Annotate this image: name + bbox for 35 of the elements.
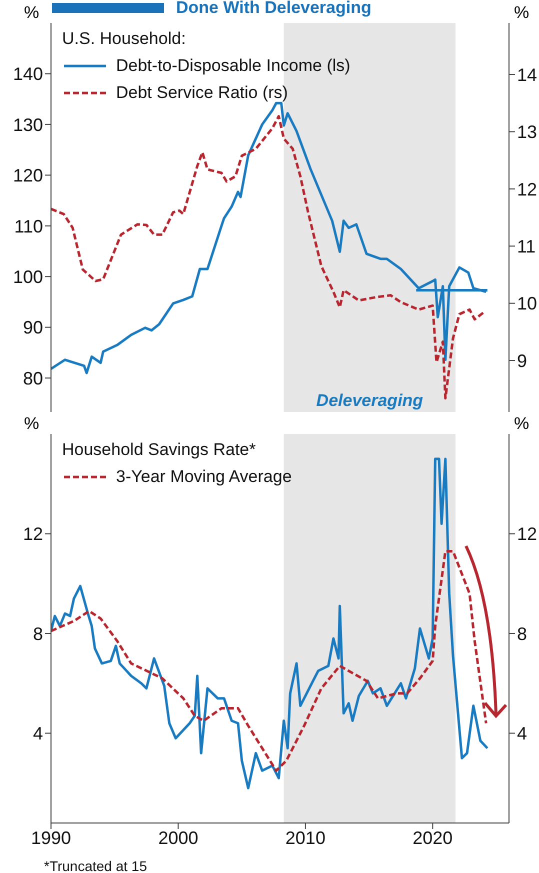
legend-title: U.S. Household: — [62, 28, 187, 50]
band-label: Deleveraging — [316, 391, 424, 410]
legend-label: Debt Service Ratio (rs) — [116, 82, 288, 104]
y-tick-label: 12 — [22, 524, 43, 544]
y-tick-label: 100 — [12, 266, 43, 287]
y2-tick-label: 11 — [517, 236, 536, 256]
y-tick-label: 8 — [32, 624, 43, 644]
y-tick-label: 120 — [12, 166, 43, 186]
y-tick-label: 130 — [12, 114, 43, 135]
y-axis-title: % — [24, 414, 40, 434]
text: *Truncated at 15 — [44, 858, 147, 873]
legend-label: 3-Year Moving Average — [116, 466, 292, 488]
x-tick-label: 2010 — [285, 828, 326, 848]
y-axis-title: % — [24, 3, 40, 23]
y2-tick-label: 4 — [517, 724, 528, 744]
x-tick-label: 2020 — [412, 828, 453, 848]
y-tick-label: 110 — [14, 216, 43, 236]
y-tick-label: 90 — [22, 318, 43, 338]
x-tick-label: 1990 — [30, 828, 72, 848]
y2-axis-title: % — [514, 3, 530, 23]
y2-tick-label: 13 — [517, 122, 538, 142]
legend-label: Debt-to-Disposable Income (ls) — [116, 55, 350, 77]
y2-tick-label: 8 — [517, 624, 528, 644]
y2-tick-label: 10 — [517, 294, 538, 314]
y2-tick-label: 14 — [517, 64, 538, 85]
legend-title: Household Savings Rate* — [62, 439, 257, 461]
chart-title: Done With Deleveraging — [176, 0, 372, 18]
y2-axis-title: % — [514, 414, 530, 434]
y2-tick-label: 12 — [517, 179, 538, 200]
x-tick-label: 2000 — [158, 828, 198, 848]
y-tick-label: 4 — [32, 724, 43, 744]
y-tick-label: 140 — [12, 64, 43, 84]
y2-tick-label: 9 — [517, 350, 528, 371]
y-tick-label: 80 — [22, 368, 43, 388]
y2-tick-label: 12 — [517, 524, 538, 544]
